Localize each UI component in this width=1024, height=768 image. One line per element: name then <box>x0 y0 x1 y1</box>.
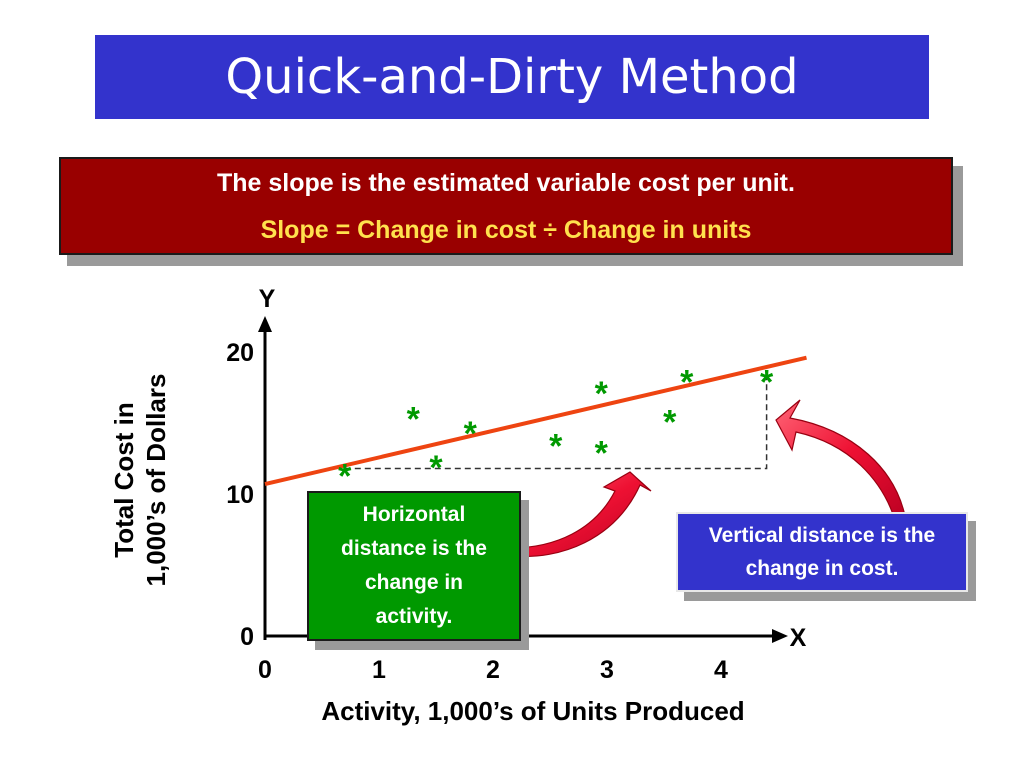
change-dashed-guide <box>344 374 768 470</box>
data-point: * <box>595 375 609 413</box>
data-point: * <box>680 364 694 402</box>
data-point: * <box>760 364 774 402</box>
data-point: * <box>407 401 421 439</box>
x-tick-label: 2 <box>486 656 500 684</box>
data-point: * <box>549 428 563 466</box>
horizontal-distance-callout-text: Horizontal distance is the change in act… <box>341 503 487 628</box>
y-axis-letter: Y <box>259 285 276 313</box>
x-tick-labels: 0 1 2 3 4 <box>258 656 728 684</box>
data-points: **** ***** * <box>338 364 774 496</box>
data-point: * <box>338 457 352 495</box>
info-line-slope-formula: Slope = Change in cost ÷ Change in units <box>260 216 752 244</box>
x-tick-label: 0 <box>258 656 272 684</box>
data-point: * <box>663 403 677 441</box>
y-tick-labels: 0 10 20 <box>226 339 254 651</box>
estimated-cost-line <box>264 355 807 487</box>
horizontal-distance-callout: Horizontal distance is the change in act… <box>307 491 521 641</box>
x-axis-label: Activity, 1,000’s of Units Produced <box>321 696 744 726</box>
info-line-slope-definition: The slope is the estimated variable cost… <box>217 169 795 197</box>
data-point: * <box>595 435 609 473</box>
vertical-distance-callout: Vertical distance is the change in cost. <box>676 512 968 592</box>
arrow-to-vertical-distance <box>775 399 906 521</box>
info-box: The slope is the estimated variable cost… <box>59 157 953 255</box>
data-point: * <box>429 449 443 487</box>
y-tick-label: 10 <box>226 481 254 509</box>
x-tick-label: 4 <box>714 656 728 684</box>
slide-title: Quick-and-Dirty Method <box>95 35 929 119</box>
x-tick-label: 3 <box>600 656 614 684</box>
x-axis-arrowhead <box>772 629 788 643</box>
data-point: * <box>464 415 478 453</box>
y-tick-label: 0 <box>240 623 254 651</box>
y-tick-label: 20 <box>226 339 254 367</box>
arrow-to-horizontal-distance <box>510 471 652 558</box>
y-axis-arrowhead <box>258 316 272 332</box>
x-tick-label: 1 <box>372 656 386 684</box>
vertical-distance-callout-text: Vertical distance is the change in cost. <box>708 524 936 580</box>
x-axis-letter: X <box>790 624 807 652</box>
